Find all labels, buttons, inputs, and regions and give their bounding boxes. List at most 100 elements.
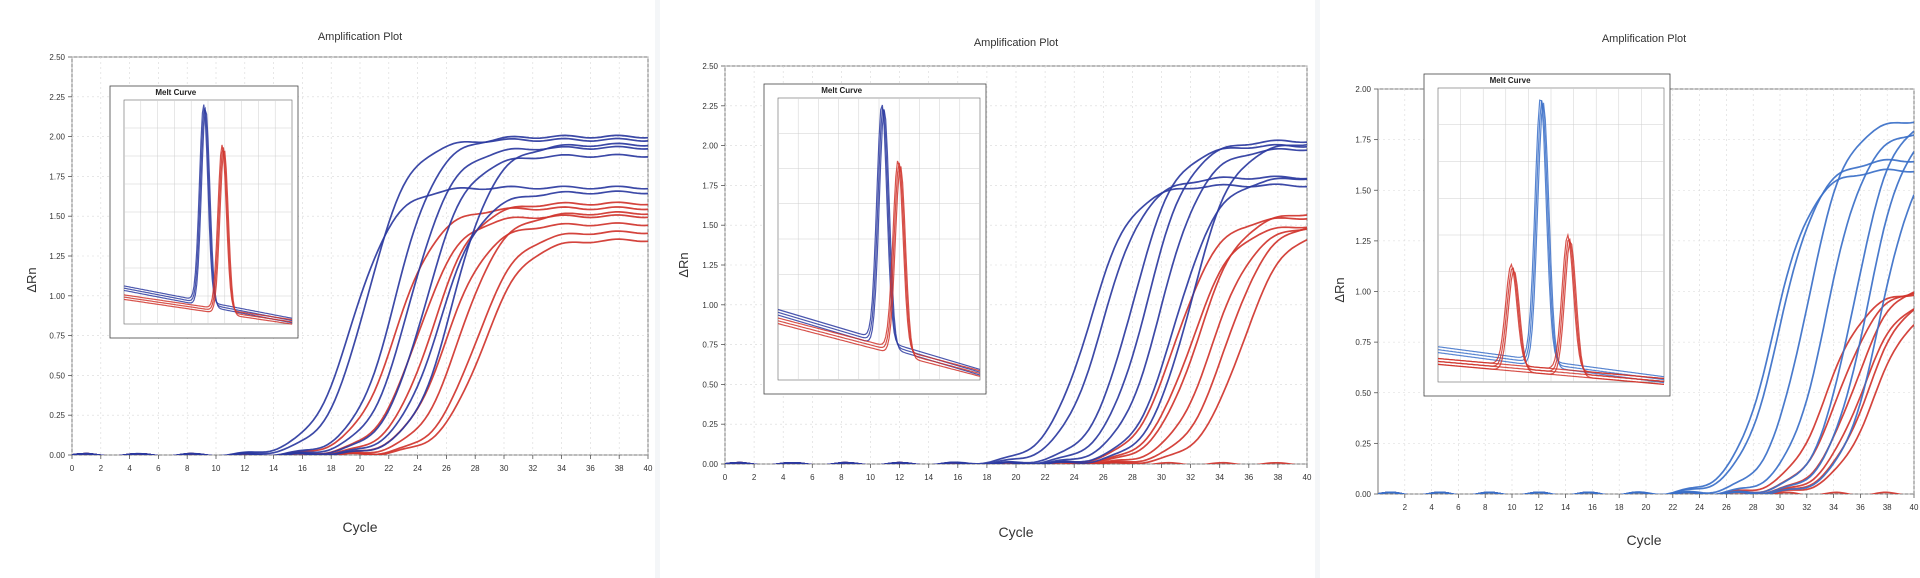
x-tick-label: 8	[839, 473, 844, 482]
x-tick-label: 30	[1157, 473, 1166, 482]
inset-title: Melt Curve	[1490, 76, 1531, 85]
x-tick-label: 26	[1099, 473, 1108, 482]
amplification-curve-red	[72, 238, 648, 455]
amplification-curve-blue	[725, 183, 1307, 464]
amplification-curve-red	[72, 206, 648, 455]
y-axis-label: ΔRn	[1332, 277, 1347, 302]
x-tick-label: 6	[156, 464, 161, 473]
melt-curve-red	[1437, 262, 1665, 380]
x-tick-label: 34	[1215, 473, 1224, 482]
melt-curve-red	[1437, 269, 1665, 385]
x-tick-label: 8	[1483, 503, 1488, 512]
chart-title: Amplification Plot	[318, 31, 402, 43]
y-tick-label: 2.25	[702, 102, 718, 111]
chart-title: Amplification Plot	[1602, 33, 1686, 45]
y-tick-label: 1.25	[702, 261, 718, 270]
y-tick-label: 1.00	[702, 301, 718, 310]
amplification-chart-left: 0.00 0.25 0.50 0.75 1.00 1.25 1.50 1.75 2.00 2.25…	[24, 31, 653, 535]
y-tick-label: 0.75	[1355, 338, 1371, 347]
x-tick-label: 24	[1695, 503, 1704, 512]
x-tick-label: 12	[895, 473, 904, 482]
y-axis-label: ΔRn	[676, 252, 691, 277]
x-tick-label: 34	[557, 464, 566, 473]
x-tick-label: 18	[1615, 503, 1624, 512]
x-tick-label: 14	[269, 464, 278, 473]
amplification-curve-blue	[72, 153, 648, 455]
x-tick-label: 10	[866, 473, 875, 482]
x-tick-label: 20	[356, 464, 365, 473]
x-tick-label: 14	[1561, 503, 1570, 512]
y-tick-label: 2.25	[49, 93, 65, 102]
x-tick-label: 20	[1642, 503, 1651, 512]
x-tick-label: 6	[1456, 503, 1461, 512]
x-tick-label: 38	[1273, 473, 1282, 482]
y-tick-label: 0.25	[1355, 439, 1371, 448]
x-tick-label: 24	[1070, 473, 1079, 482]
y-tick-label: 0.25	[702, 420, 718, 429]
amplification-curve-blue	[725, 175, 1307, 464]
y-tick-label: 0.50	[49, 371, 65, 380]
x-tick-label: 36	[1856, 503, 1865, 512]
melt-curve-red	[123, 144, 293, 321]
amplification-curve-red	[72, 211, 648, 455]
melt-curve-red	[123, 147, 293, 323]
amplification-chart-right: 0.000.250.500.751.001.251.501.752.002 4 6 8…	[1332, 33, 1919, 548]
x-axis-label: Cycle	[1626, 532, 1661, 548]
x-tick-label: 32	[1802, 503, 1811, 512]
amplification-curve-red	[72, 201, 648, 455]
x-tick-label: 18	[982, 473, 991, 482]
x-tick-label: 36	[586, 464, 595, 473]
y-tick-label: 0.00	[49, 451, 65, 460]
x-tick-label: 22	[1041, 473, 1050, 482]
x-tick-label: 6	[810, 473, 815, 482]
amplification-curve-blue	[72, 190, 648, 455]
y-tick-label: 2.50	[702, 62, 718, 71]
x-tick-label: 40	[644, 464, 653, 473]
x-axis-label: Cycle	[342, 519, 377, 535]
x-tick-label: 30	[500, 464, 509, 473]
x-tick-label: 16	[953, 473, 962, 482]
amplification-curve-blue	[72, 142, 648, 455]
melt-curve-red	[123, 150, 293, 325]
y-tick-label: 1.00	[49, 292, 65, 301]
x-tick-label: 30	[1776, 503, 1785, 512]
x-tick-label: 38	[1883, 503, 1892, 512]
y-tick-label: 2.00	[702, 142, 718, 151]
x-tick-label: 26	[442, 464, 451, 473]
panel-right: 0.00 0.25 0.50 0.75 1.00 1.25 1.50 1.75 2.00 2 4 6 8…	[1320, 0, 1920, 578]
y-tick-label: 0.50	[702, 380, 718, 389]
inset-title: Melt Curve	[821, 86, 862, 95]
x-tick-label: 10	[212, 464, 221, 473]
panel-left: 0.00 0.25 0.50 0.75 1.00 1.25 1.50 1.75 2.00 2.25…	[0, 0, 655, 578]
y-tick-label: 1.75	[49, 172, 65, 181]
x-tick-label: 12	[240, 464, 249, 473]
x-tick-label: 36	[1244, 473, 1253, 482]
y-tick-label: 1.75	[702, 181, 718, 190]
amplification-curve-blue	[72, 137, 648, 455]
y-axis-label: ΔRn	[24, 267, 39, 292]
x-tick-label: 38	[615, 464, 624, 473]
amplification-curve-blue	[72, 134, 648, 455]
chart-title: Amplification Plot	[974, 37, 1058, 49]
x-tick-label: 32	[1186, 473, 1195, 482]
y-tick-label: 1.75	[1355, 136, 1371, 145]
y-tick-label: 0.25	[49, 411, 65, 420]
y-tick-label: 2.00	[49, 133, 65, 142]
x-tick-label: 40	[1910, 503, 1919, 512]
x-tick-label: 28	[1128, 473, 1137, 482]
y-tick-label: 0.75	[702, 341, 718, 350]
x-tick-label: 8	[185, 464, 190, 473]
y-tick-label: 1.00	[1355, 288, 1371, 297]
x-axis-label: Cycle	[998, 524, 1033, 540]
melt-curve-red	[777, 166, 981, 377]
y-tick-label: 0.00	[1355, 490, 1371, 499]
x-tick-label: 28	[1749, 503, 1758, 512]
melt-curve-blue	[123, 104, 293, 319]
panel-middle: 0.00 0.25 0.50 0.75 1.00 1.25 1.50 1.75 2.00 2.25…	[660, 0, 1315, 578]
inset-title: Melt Curve	[155, 88, 196, 97]
melt-curve-blue	[1437, 99, 1665, 378]
x-tick-label: 18	[327, 464, 336, 473]
x-tick-label: 32	[528, 464, 537, 473]
x-tick-label: 40	[1303, 473, 1312, 482]
